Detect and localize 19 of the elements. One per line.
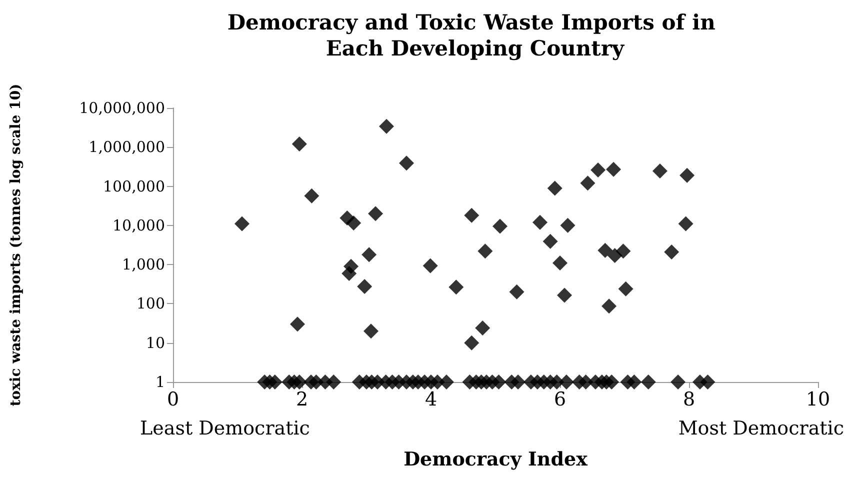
x-tick-label: 8 <box>682 388 696 410</box>
x-tick-label: 0 <box>166 388 180 410</box>
y-tick-label: 1,000 <box>122 256 165 274</box>
x-tick-label: 4 <box>424 388 438 410</box>
chart-title: Democracy and Toxic Waste Imports of in Each Developing Country <box>227 10 723 60</box>
text: Least Democratic <box>140 418 310 440</box>
x-tick-label: 2 <box>296 388 308 410</box>
x-tick-label: 6 <box>554 388 566 410</box>
y-axis-title: toxic waste imports (tonnes log scale 10) <box>8 84 24 406</box>
y-tick-label: 100 <box>136 294 165 313</box>
y-tick-label: 10 <box>146 334 165 352</box>
x-axis-title: Democracy Index <box>404 448 588 470</box>
y-tick-label: 1,000,000 <box>88 138 165 156</box>
y-tick-label: 1 <box>155 373 165 391</box>
y-tick-label: 10,000 <box>112 216 165 234</box>
y-tick-label: 100,000 <box>102 177 165 196</box>
y-tick-label: 10,000,000 <box>79 99 165 117</box>
text: Most Democratic <box>678 418 844 440</box>
x-tick-label: 10 <box>806 388 830 410</box>
